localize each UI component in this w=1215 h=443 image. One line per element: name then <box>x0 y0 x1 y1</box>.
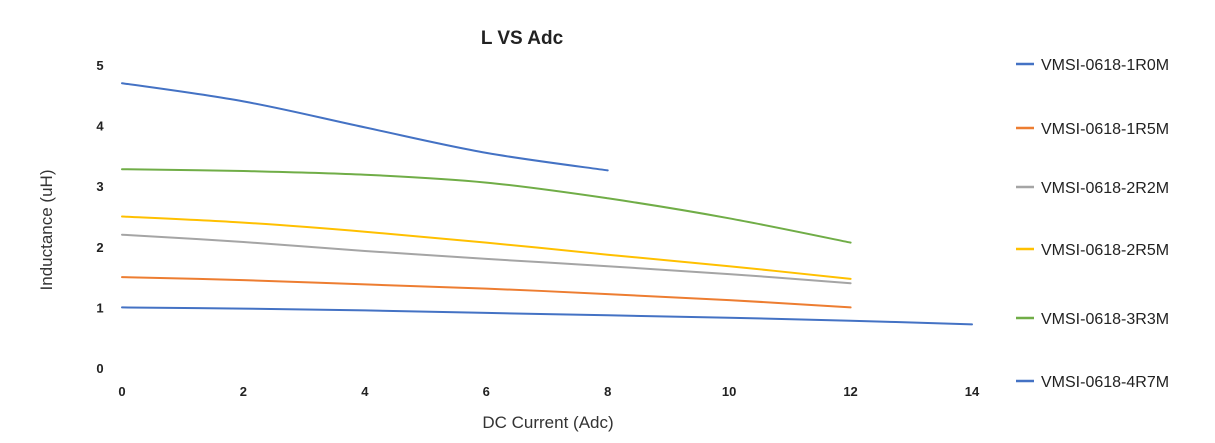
series-line-vmsi-0618-2r5m <box>121 215 852 280</box>
chart-title: L VS Adc <box>481 28 564 49</box>
x-tick-label: 10 <box>722 384 736 399</box>
legend-entry: VMSI-0618-1R5M <box>1041 121 1169 138</box>
series-line-vmsi-0618-1r5m <box>121 276 852 309</box>
x-tick-label: 2 <box>240 384 247 399</box>
x-axis-title: DC Current (Adc) <box>482 413 613 432</box>
legend-entry: VMSI-0618-1R0M <box>1041 57 1169 74</box>
x-tick-label: 4 <box>361 384 369 399</box>
x-axis-ticks: 0 2 4 6 8 10 12 14 <box>118 384 980 399</box>
series-line-vmsi-0618-4r7m <box>121 82 609 172</box>
legend-entry: VMSI-0618-2R2M <box>1041 180 1169 197</box>
plot-lines <box>121 82 973 326</box>
x-tick-label: 12 <box>843 384 857 399</box>
y-axis-ticks: 0 1 2 3 4 5 <box>96 58 104 376</box>
legend-entry: VMSI-0618-3R3M <box>1041 311 1169 328</box>
legend-entry: VMSI-0618-4R7M <box>1041 374 1169 391</box>
x-tick-label: 8 <box>604 384 611 399</box>
y-tick-label: 1 <box>96 300 103 315</box>
y-tick-label: 2 <box>96 240 103 255</box>
series-line-vmsi-0618-3r3m <box>121 168 852 244</box>
y-tick-label: 5 <box>96 58 103 73</box>
y-tick-label: 3 <box>96 179 103 194</box>
x-tick-label: 14 <box>965 384 980 399</box>
y-axis-title: Inductance (uH) <box>37 170 56 291</box>
x-tick-label: 6 <box>483 384 490 399</box>
series-line-vmsi-0618-2r2m <box>121 233 852 285</box>
y-tick-label: 0 <box>96 361 103 376</box>
series-line-vmsi-0618-1r0m <box>121 306 973 326</box>
x-tick-label: 0 <box>118 384 125 399</box>
legend: VMSI-0618-1R0M VMSI-0618-1R5M VMSI-0618-2R… <box>1016 57 1169 391</box>
legend-entry: VMSI-0618-2R5M <box>1041 242 1169 259</box>
y-tick-label: 4 <box>96 119 104 134</box>
